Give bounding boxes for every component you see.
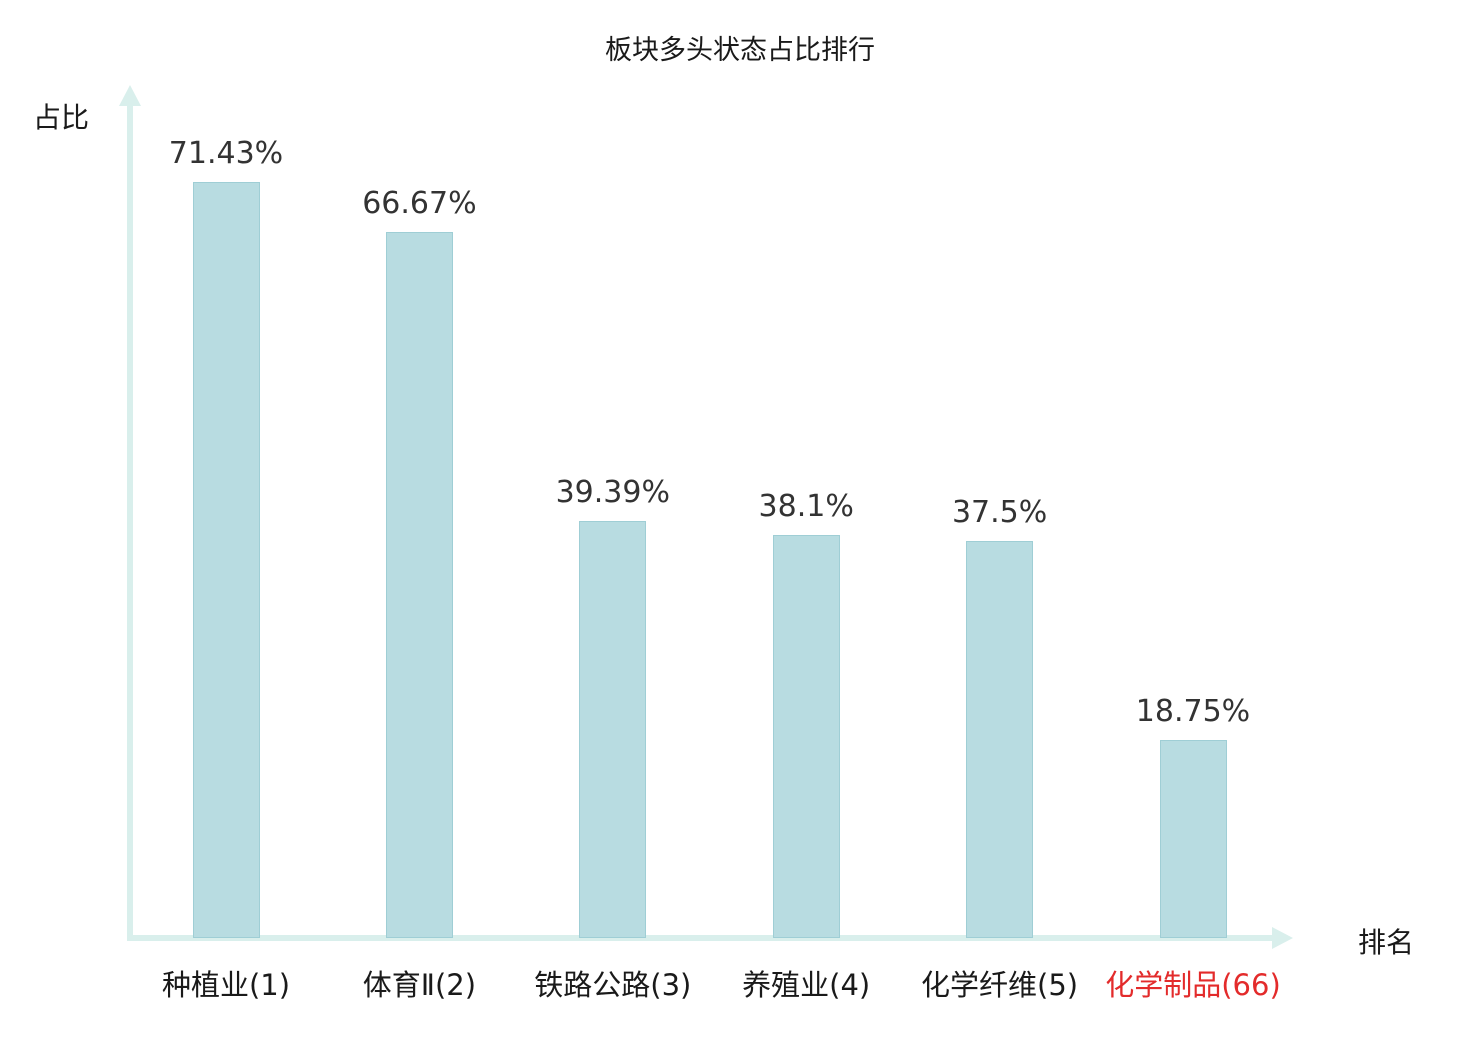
bar-rank-1	[192, 182, 260, 938]
chart-title: 板块多头状态占比排行	[605, 35, 875, 66]
bar-value-label: 38.1%	[758, 489, 854, 524]
bar-rank-2	[385, 232, 453, 938]
category-label: 化学纤维(5)	[921, 968, 1079, 1002]
y-axis-label: 占比	[33, 101, 90, 134]
y-axis-arrow-icon	[119, 85, 141, 106]
bar-rank-3	[579, 521, 647, 938]
category-label: 体育Ⅱ(2)	[362, 968, 477, 1002]
x-axis-label: 排名	[1358, 926, 1415, 959]
x-axis-arrow-icon	[1272, 927, 1293, 949]
bar-rank-5	[966, 541, 1034, 938]
bar-value-label: 18.75%	[1135, 694, 1251, 729]
category-label: 养殖业(4)	[742, 968, 871, 1002]
bar-rank-6	[1159, 740, 1227, 938]
bar-value-label: 66.67%	[362, 186, 477, 221]
category-label: 化学制品(66)	[1105, 968, 1281, 1002]
category-label: 种植业(1)	[161, 968, 291, 1002]
bar-value-label: 39.39%	[555, 475, 670, 510]
bar-rank-4	[772, 535, 840, 938]
bar-value-label: 37.5%	[951, 495, 1048, 530]
bar-value-label: 71.43%	[168, 136, 284, 171]
category-label: 铁路公路(3)	[534, 968, 692, 1002]
